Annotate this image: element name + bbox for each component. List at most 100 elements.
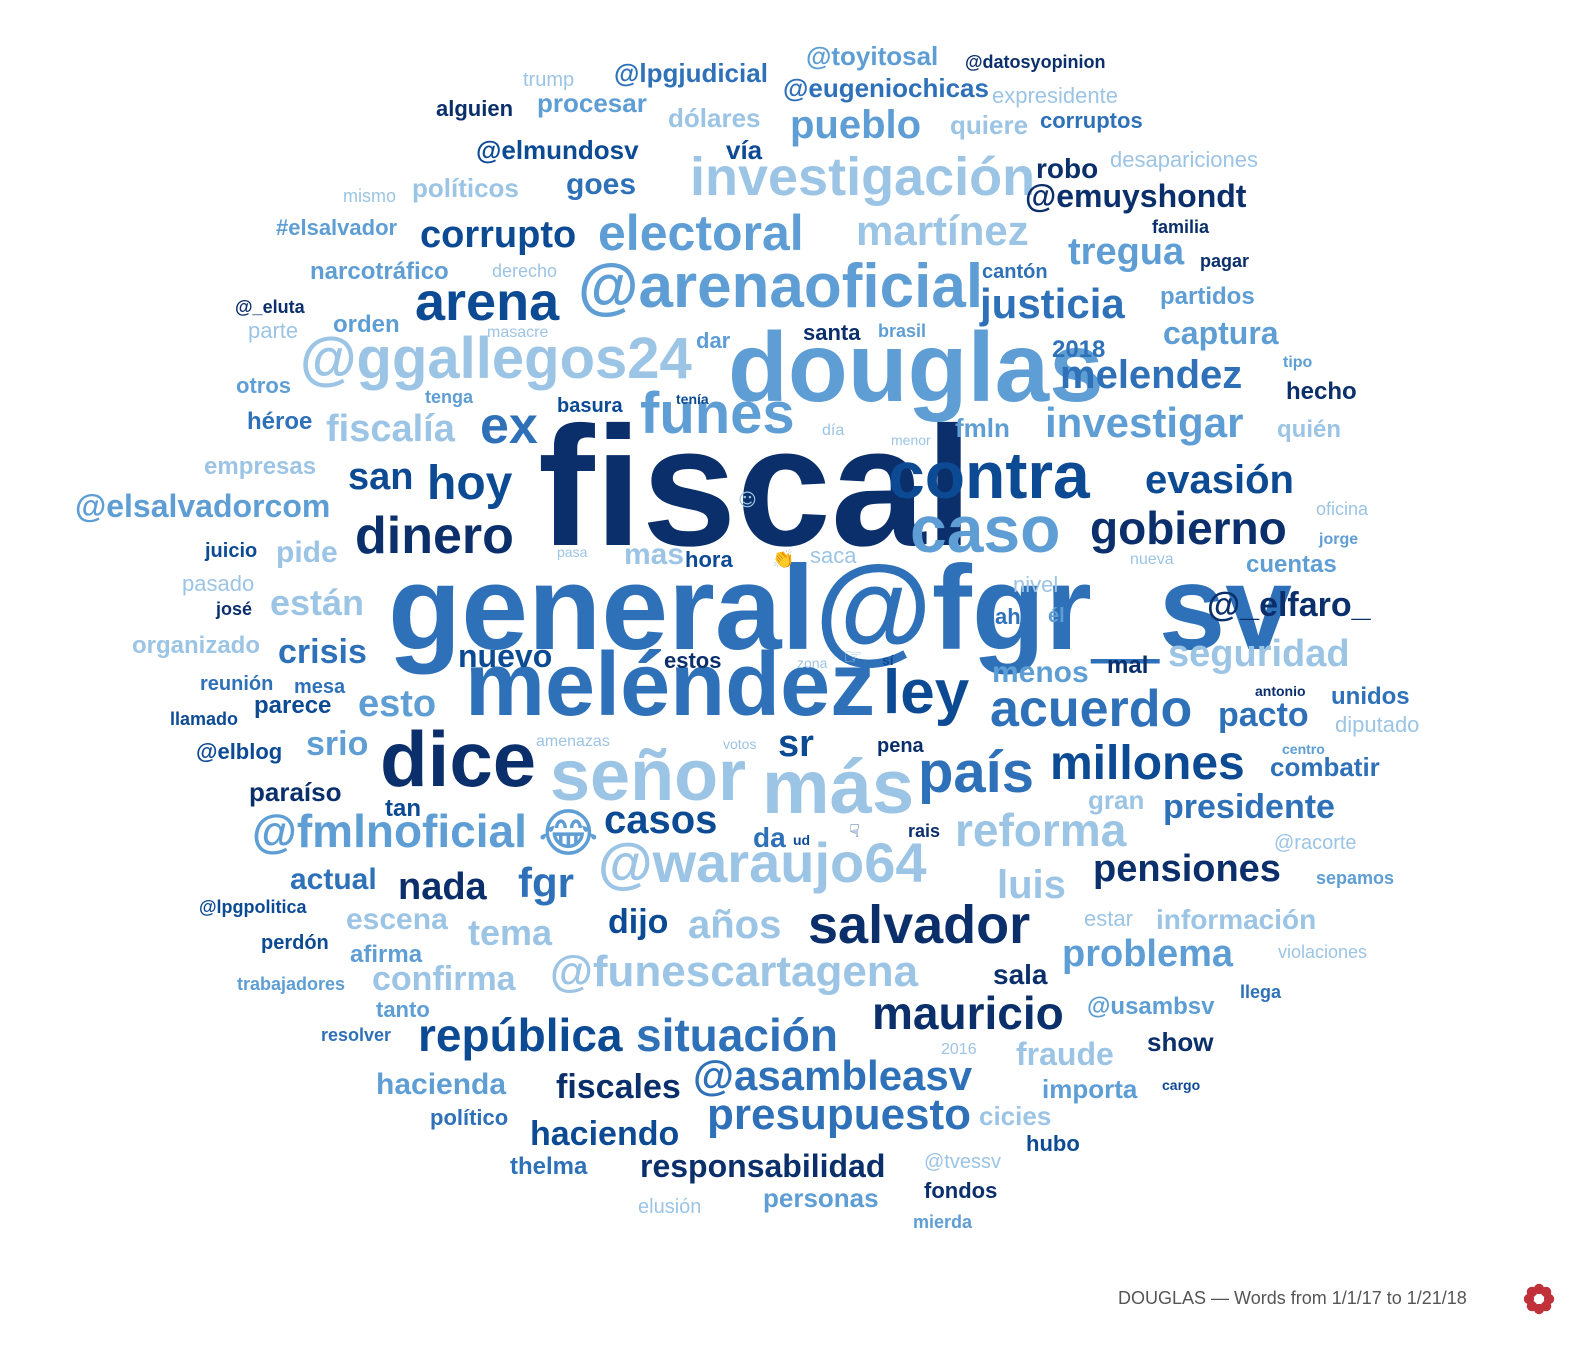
- cloud-word-fondos: fondos: [924, 1178, 998, 1203]
- cloud-word-corrupto: corrupto: [420, 214, 577, 256]
- cloud-word-tema: tema: [468, 912, 553, 953]
- cloud-word-confirma: confirma: [372, 960, 516, 998]
- cloud-word-fmlnoficial: @fmlnoficial: [252, 805, 527, 857]
- cloud-word-centro: centro: [1282, 741, 1325, 757]
- cloud-word-lpgpolitica: @lpgpolitica: [199, 897, 307, 917]
- pointing-right-emoji: ☞: [843, 645, 863, 670]
- cloud-word-eugeniochicas: @eugeniochicas: [783, 73, 989, 103]
- cloud-word-contra: contra: [888, 438, 1090, 512]
- cloud-word-funes: funes: [640, 381, 795, 446]
- cloud-word-rep-blica: república: [418, 1009, 623, 1061]
- cloud-word-asambleasv: @asambleasv: [693, 1052, 973, 1099]
- cloud-word-se-or: señor: [550, 736, 747, 816]
- cloud-word-trabajadores: trabajadores: [237, 974, 346, 994]
- cloud-word-lpgjudicial: @lpgjudicial: [614, 58, 768, 88]
- cloud-word-cicies: cicies: [979, 1101, 1052, 1131]
- cloud-word-fiscal: fiscal: [538, 392, 973, 582]
- cloud-word-elsalvador: #elsalvador: [276, 215, 398, 240]
- cloud-word-partidos: partidos: [1160, 283, 1255, 310]
- cloud-word-problema: problema: [1062, 933, 1234, 975]
- cloud-word-empresas: empresas: [204, 453, 317, 480]
- cloud-word-quiere: quiere: [950, 110, 1029, 140]
- cloud-word-ggallegos24: @ggallegos24: [300, 326, 692, 391]
- cloud-word-combatir: combatir: [1270, 752, 1380, 782]
- cloud-word-parte: parte: [248, 318, 299, 343]
- cloud-word-presupuesto: presupuesto: [707, 1090, 972, 1139]
- cloud-word-hoy: hoy: [427, 457, 513, 510]
- cloud-word-datosyopinion: @datosyopinion: [965, 52, 1106, 72]
- cloud-word-pol-tico: político: [430, 1105, 509, 1130]
- cloud-word-show: show: [1147, 1027, 1214, 1057]
- cloud-word-santa: santa: [803, 320, 861, 345]
- cloud-word-waraujo64: @waraujo64: [598, 831, 927, 894]
- cloud-word-srio: srio: [306, 725, 369, 763]
- cloud-word-elusi-n: elusión: [638, 1196, 702, 1218]
- cloud-word-organizado: organizado: [132, 632, 261, 659]
- cloud-word-pa-s: país: [918, 740, 1035, 805]
- cloud-word-pueblo: pueblo: [790, 103, 922, 147]
- cloud-word-responsabilidad: responsabilidad: [640, 1148, 886, 1184]
- cloud-word-rais: rais: [908, 821, 941, 841]
- cloud-word-usambsv: @usambsv: [1087, 993, 1215, 1020]
- cloud-word-mismo: mismo: [343, 186, 396, 206]
- cloud-word-electoral: electoral: [598, 205, 804, 261]
- cloud-word-da: da: [753, 822, 786, 853]
- cloud-word-dice: dice: [380, 715, 537, 803]
- cloud-word-thelma: thelma: [510, 1153, 588, 1180]
- cloud-word-2018: 2018: [1052, 336, 1106, 363]
- cloud-word-cargo: cargo: [1162, 1077, 1201, 1093]
- cloud-word-mal: mal: [1107, 652, 1149, 679]
- cloud-word-justicia: justicia: [980, 280, 1125, 327]
- cloud-word-zona: zona: [797, 655, 828, 671]
- cloud-word-alguien: alguien: [436, 96, 514, 121]
- cloud-word-mesa: mesa: [294, 676, 346, 698]
- cloud-word-qui-n: quién: [1277, 416, 1341, 443]
- cloud-word-nivel: nivel: [1013, 572, 1059, 597]
- cloud-word-acuerdo: acuerdo: [990, 680, 1193, 738]
- cloud-word-mart-nez: martínez: [856, 207, 1029, 254]
- cloud-word-llamado: llamado: [170, 709, 239, 729]
- cloud-word-llega: llega: [1240, 982, 1282, 1002]
- cloud-word-luis: luis: [997, 863, 1066, 907]
- cloud-word-arenaoficial: @arenaoficial: [578, 252, 984, 321]
- cloud-word-racorte: @racorte: [1274, 832, 1357, 854]
- cloud-word-haciendo: haciendo: [530, 1115, 680, 1153]
- cloud-word-pol-ticos: políticos: [412, 173, 519, 203]
- cloud-word-2016: 2016: [941, 1041, 977, 1058]
- logo-petal: [1540, 1286, 1552, 1298]
- cloud-word-dar: dar: [696, 328, 731, 353]
- cloud-word-pensiones: pensiones: [1093, 848, 1281, 890]
- cloud-word-menos: menos: [992, 656, 1089, 689]
- cloud-word-hora: hora: [685, 547, 733, 572]
- cloud-word-ah: ahí: [995, 604, 1027, 629]
- cloud-word-seguridad: seguridad: [1168, 633, 1350, 675]
- cloud-word-cuentas: cuentas: [1246, 551, 1337, 578]
- cloud-word-goes: goes: [566, 168, 637, 201]
- cloud-word-dinero: dinero: [355, 507, 514, 565]
- cloud-word-actual: actual: [290, 863, 377, 896]
- cloud-word-diputado: diputado: [1335, 712, 1420, 737]
- cloud-word-tipo: tipo: [1283, 354, 1313, 371]
- cloud-word-cant-n: cantón: [982, 261, 1048, 283]
- cloud-word-ex: ex: [480, 397, 538, 455]
- cloud-word-afirma: afirma: [350, 941, 423, 968]
- cloud-word-mel-ndez: meléndez: [465, 635, 876, 735]
- cloud-word-oficina: oficina: [1316, 499, 1369, 519]
- cloud-word-procesar: procesar: [537, 88, 647, 118]
- logo-flower-icon: [1523, 1283, 1555, 1315]
- cloud-word-casos: casos: [604, 798, 718, 842]
- cloud-word-pasado: pasado: [182, 571, 255, 596]
- cloud-word-crisis: crisis: [278, 633, 367, 671]
- cloud-word-votos: votos: [723, 736, 757, 752]
- cloud-word-presidente: presidente: [1163, 788, 1335, 826]
- cloud-word-unidos: unidos: [1331, 683, 1410, 710]
- cloud-word-evasi-n: evasión: [1145, 458, 1294, 502]
- cloud-word-elblog: @elblog: [196, 739, 283, 764]
- cloud-word-sepamos: sepamos: [1316, 868, 1395, 888]
- cloud-word-s: sí: [882, 652, 894, 668]
- cloud-word-pacto: pacto: [1218, 696, 1309, 734]
- cloud-word-mas: mas: [624, 538, 685, 571]
- cloud-word-elsalvadorcom: @elsalvadorcom: [75, 488, 331, 524]
- cloud-word-millones: millones: [1050, 737, 1245, 790]
- cloud-word-pagar: pagar: [1200, 251, 1250, 271]
